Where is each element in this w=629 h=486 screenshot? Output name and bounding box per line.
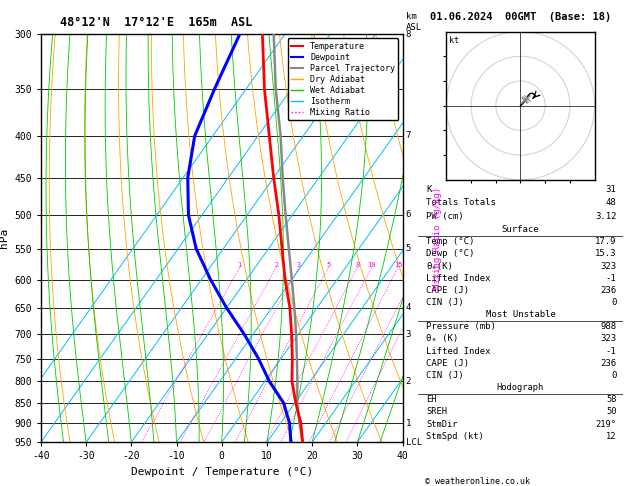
Text: km
ASL: km ASL	[406, 12, 422, 32]
Text: 0: 0	[611, 298, 616, 307]
Text: Pressure (mb): Pressure (mb)	[426, 322, 496, 331]
Text: 1: 1	[406, 418, 411, 428]
Text: CIN (J): CIN (J)	[426, 371, 464, 380]
Text: LCL: LCL	[406, 438, 422, 447]
Text: 988: 988	[601, 322, 616, 331]
Text: Lifted Index: Lifted Index	[426, 274, 491, 283]
Text: -1: -1	[606, 347, 616, 356]
X-axis label: Dewpoint / Temperature (°C): Dewpoint / Temperature (°C)	[131, 467, 313, 477]
Text: 15.3: 15.3	[595, 249, 616, 259]
Text: Surface: Surface	[502, 225, 539, 234]
Text: K: K	[426, 185, 432, 193]
Text: Lifted Index: Lifted Index	[426, 347, 491, 356]
Text: 31: 31	[606, 185, 616, 193]
Text: Hodograph: Hodograph	[497, 383, 544, 392]
Text: 5: 5	[406, 244, 411, 253]
Text: Totals Totals: Totals Totals	[426, 198, 496, 208]
Text: StmDir: StmDir	[426, 419, 458, 429]
Text: 2: 2	[406, 377, 411, 386]
Text: © weatheronline.co.uk: © weatheronline.co.uk	[425, 477, 530, 486]
Text: Temp (°C): Temp (°C)	[426, 237, 475, 246]
Text: 7: 7	[406, 131, 411, 140]
Text: 3.12: 3.12	[595, 212, 616, 221]
Text: 3: 3	[296, 261, 301, 267]
Text: 6: 6	[406, 210, 411, 220]
Text: EH: EH	[426, 395, 437, 404]
Y-axis label: hPa: hPa	[0, 228, 9, 248]
Text: 12: 12	[606, 432, 616, 441]
Text: -1: -1	[606, 274, 616, 283]
Text: 323: 323	[601, 261, 616, 271]
Text: 15: 15	[394, 261, 403, 267]
Text: 10: 10	[367, 261, 376, 267]
Text: 1: 1	[238, 261, 242, 267]
Text: SREH: SREH	[426, 407, 447, 417]
Text: Dewp (°C): Dewp (°C)	[426, 249, 475, 259]
Text: 4: 4	[406, 303, 411, 312]
Text: 8: 8	[406, 30, 411, 38]
Text: θₑ (K): θₑ (K)	[426, 334, 459, 344]
Text: 58: 58	[606, 395, 616, 404]
Text: Mixing Ratio (g/kg): Mixing Ratio (g/kg)	[433, 187, 442, 289]
Text: 17.9: 17.9	[595, 237, 616, 246]
Text: 8: 8	[355, 261, 359, 267]
Text: StmSpd (kt): StmSpd (kt)	[426, 432, 484, 441]
Text: 236: 236	[601, 286, 616, 295]
Text: CAPE (J): CAPE (J)	[426, 359, 469, 368]
Text: 5: 5	[326, 261, 331, 267]
Text: 2: 2	[274, 261, 278, 267]
Text: 0: 0	[611, 371, 616, 380]
Text: 236: 236	[601, 359, 616, 368]
Text: 01.06.2024  00GMT  (Base: 18): 01.06.2024 00GMT (Base: 18)	[430, 12, 611, 22]
Text: 50: 50	[606, 407, 616, 417]
Text: θₑ(K): θₑ(K)	[426, 261, 454, 271]
Text: 219°: 219°	[596, 419, 616, 429]
Legend: Temperature, Dewpoint, Parcel Trajectory, Dry Adiabat, Wet Adiabat, Isotherm, Mi: Temperature, Dewpoint, Parcel Trajectory…	[287, 38, 398, 121]
Text: Most Unstable: Most Unstable	[486, 310, 555, 319]
Text: 323: 323	[601, 334, 616, 344]
Text: CAPE (J): CAPE (J)	[426, 286, 469, 295]
Text: 48: 48	[606, 198, 616, 208]
Text: CIN (J): CIN (J)	[426, 298, 464, 307]
Text: PW (cm): PW (cm)	[426, 212, 464, 221]
Text: kt: kt	[449, 36, 459, 45]
Text: 3: 3	[406, 330, 411, 339]
Text: 48°12'N  17°12'E  165m  ASL: 48°12'N 17°12'E 165m ASL	[60, 16, 252, 29]
